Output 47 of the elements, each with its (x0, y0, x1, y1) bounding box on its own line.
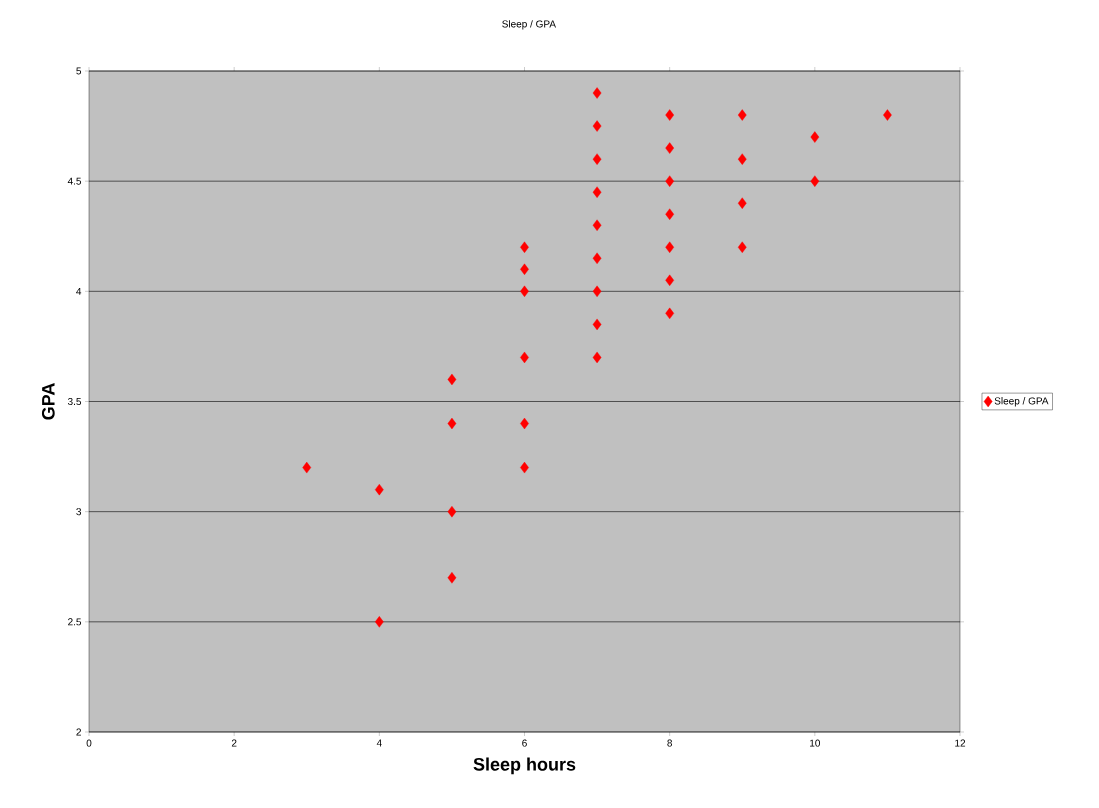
point (592, 318, 602, 331)
point (592, 87, 602, 99)
x-tick-label: 10 (810, 739, 821, 747)
point (447, 572, 457, 584)
x-tick-label: 8 (667, 739, 673, 747)
y-tick-label: 4 (76, 287, 82, 295)
x-tick-label: 6 (522, 739, 527, 747)
x-tick-label: 12 (955, 739, 966, 747)
point (592, 153, 602, 165)
point (592, 120, 602, 132)
point (592, 285, 602, 298)
y-tick-label: 2.5 (68, 618, 82, 626)
x-tick-label: 4 (376, 739, 382, 747)
point (447, 417, 457, 430)
point (737, 109, 747, 121)
x-tick-label: 2 (231, 739, 237, 747)
point (375, 616, 384, 628)
point (592, 252, 602, 264)
point (665, 241, 674, 253)
point (665, 109, 674, 121)
point (665, 175, 674, 187)
y-tick-label: 3.5 (67, 397, 82, 406)
point (592, 351, 602, 364)
chart-title: Sleep / GPA (502, 20, 556, 30)
point (520, 263, 529, 275)
x-tick-label: 0 (86, 739, 92, 747)
point (447, 505, 457, 518)
point (737, 241, 747, 253)
point (592, 219, 602, 231)
y-tick-label: 2 (76, 728, 81, 736)
point (665, 208, 674, 220)
point (810, 131, 820, 143)
point (592, 186, 602, 198)
x-axis-title: Sleep hours (473, 757, 576, 775)
point (737, 153, 747, 165)
point (665, 142, 674, 154)
point (520, 241, 529, 253)
y-tick-label: 5 (76, 67, 82, 75)
legend-label: Sleep / GPA (994, 397, 1049, 407)
point (810, 175, 820, 187)
y-tick-label: 3 (76, 508, 82, 516)
y-tick-label: 4.5 (67, 177, 82, 185)
point (302, 461, 312, 474)
y-axis-title: GPA (41, 383, 55, 420)
point (883, 109, 892, 121)
point (447, 373, 457, 386)
point (737, 197, 747, 209)
